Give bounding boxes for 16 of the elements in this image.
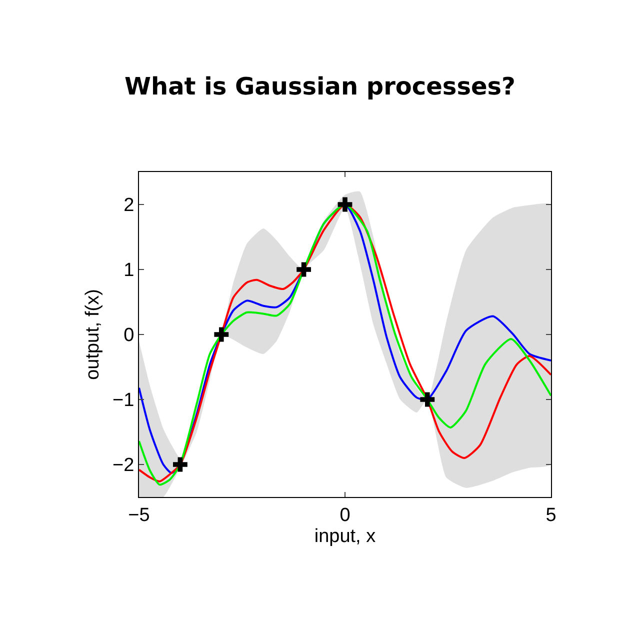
x-tick-label: 5 (546, 504, 556, 526)
point (338, 197, 352, 212)
y-tick-label: 2 (124, 195, 134, 216)
y-axis-title: output, f(x) (82, 289, 104, 380)
point (296, 262, 311, 277)
point (420, 392, 435, 407)
x-tick-label: −5 (128, 504, 150, 526)
x-tick-label: 0 (340, 504, 350, 526)
y-tick-label: −2 (112, 455, 134, 476)
chart-title: What is Gaussian processes? (124, 72, 516, 100)
y-tick-label: 0 (124, 325, 134, 346)
y-tick-label: −1 (112, 390, 134, 412)
y-tick-label: 1 (124, 260, 134, 282)
point (214, 327, 229, 342)
x-axis-title: input, x (314, 526, 376, 547)
point (173, 457, 188, 472)
